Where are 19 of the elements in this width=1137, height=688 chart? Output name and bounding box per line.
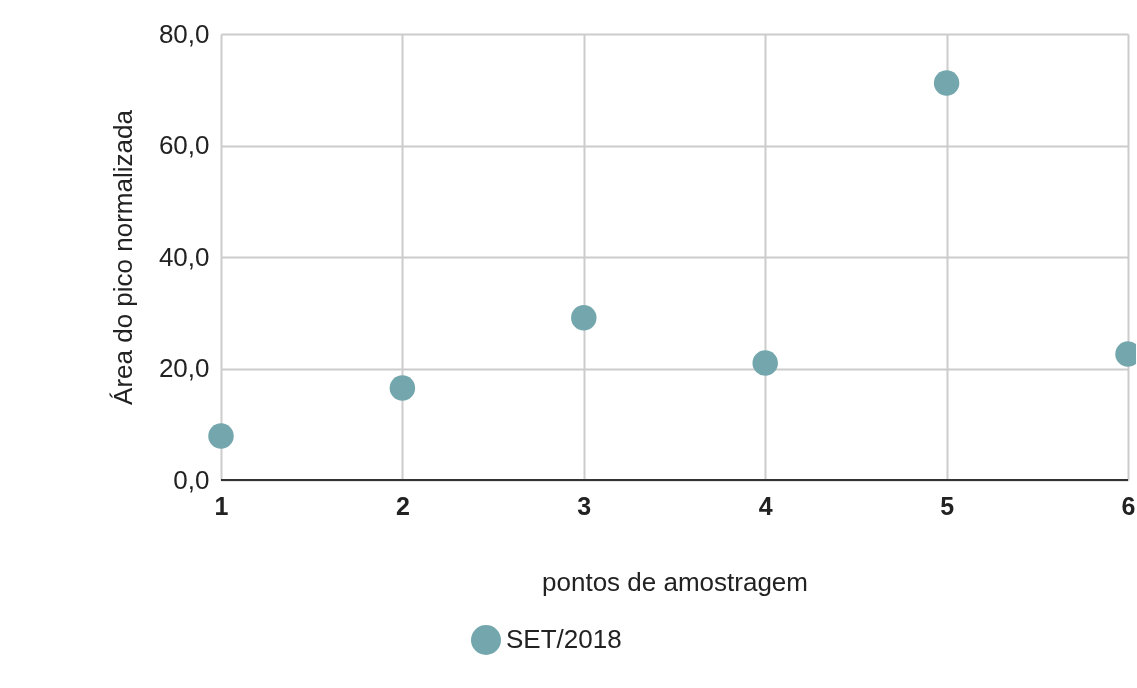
y-tick-label: 40,0 [158, 241, 210, 272]
x-tick-label: 2 [395, 491, 410, 520]
point [389, 375, 416, 401]
point [752, 350, 778, 376]
x-tick-label: 1 [214, 491, 229, 520]
point [933, 70, 960, 96]
x-tick-label: 6 [1121, 491, 1136, 520]
x-tick-label: 5 [940, 491, 955, 520]
y-tick-label: 80,0 [158, 18, 210, 49]
x-tick-label: 4 [758, 491, 773, 520]
x-tick-label: 3 [577, 491, 592, 520]
y-tick-label: 60,0 [158, 130, 210, 160]
y-tick-label: 20,0 [158, 353, 210, 383]
point [571, 305, 597, 331]
y-tick-label: 0,0 [173, 464, 210, 495]
point [208, 423, 234, 449]
y-axis-title: Área do pico normalizada [107, 109, 138, 405]
legend-label: SET/2018 [506, 624, 622, 654]
x-axis-title: pontos de amostragem [542, 566, 808, 597]
